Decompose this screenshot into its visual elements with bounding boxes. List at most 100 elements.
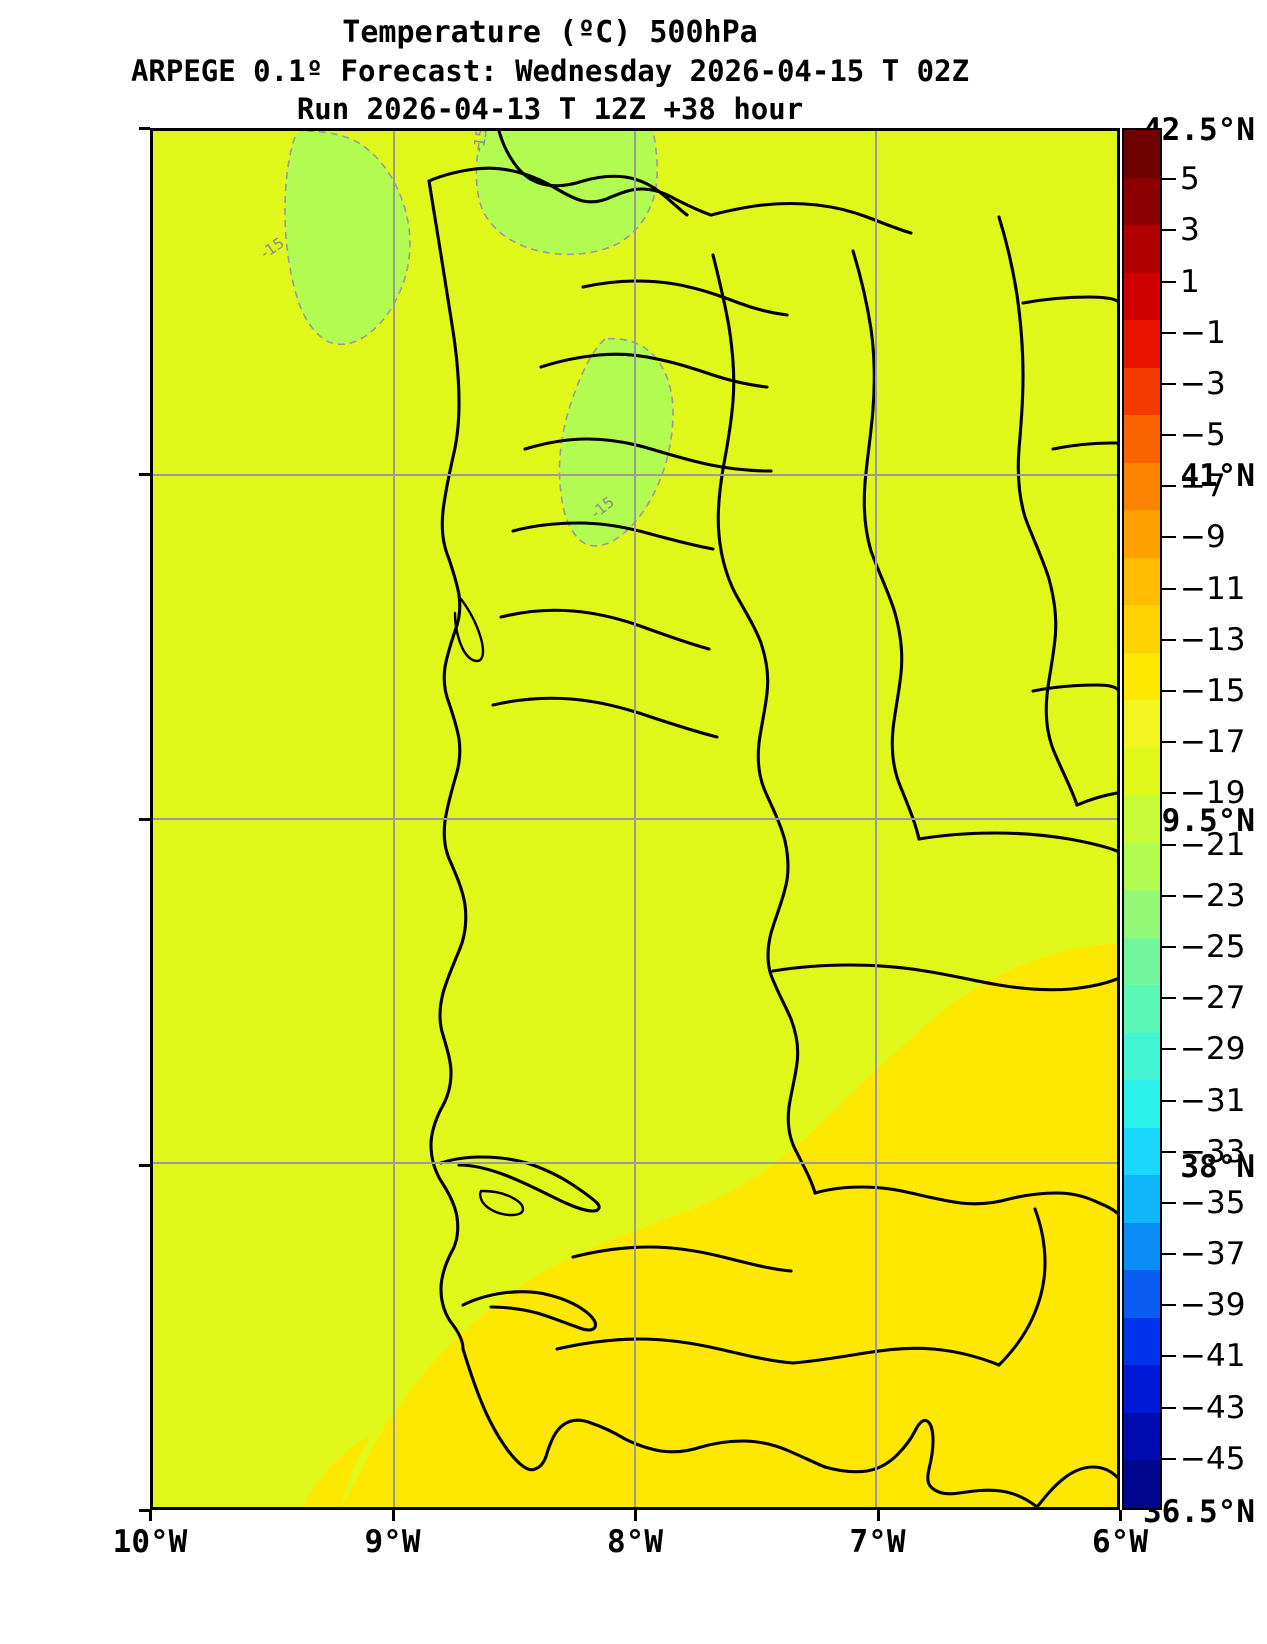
colorbar-tick-mark-22	[1162, 1304, 1176, 1307]
colorbar-band-0	[1124, 130, 1160, 178]
estuary-sado	[461, 1290, 598, 1332]
colorbar-band-13	[1124, 747, 1160, 796]
colorbar-tick-label-9: −13	[1180, 621, 1246, 658]
colorbar-band-11	[1124, 652, 1160, 701]
border-east-1	[1075, 791, 1117, 807]
colorbar-tick-label-2: 1	[1180, 263, 1200, 300]
colorbar-band-18	[1124, 985, 1160, 1033]
colorbar-tick-label-25: −45	[1180, 1440, 1246, 1477]
colorbar-band-23	[1124, 1222, 1160, 1271]
page-title: Temperature (ºC) 500hPa	[342, 15, 758, 50]
forecast-subtitle: ARPEGE 0.1º Forecast: Wednesday 2026-04-…	[130, 54, 970, 88]
colorbar-tick-mark-13	[1162, 843, 1176, 846]
colorbar-tick-label-4: −3	[1180, 365, 1226, 402]
latitude-tick-mark-1	[139, 472, 150, 476]
map-canvas: -15 -15 -15	[153, 131, 1117, 1507]
run-subtitle: Run 2026-04-13 T 12Z +38 hour	[296, 92, 804, 126]
colorbar-band-5	[1124, 367, 1160, 416]
border-province-5	[511, 521, 715, 551]
longitude-tick-label-0: 10°W	[112, 1524, 188, 1560]
colorbar-tick-mark-5	[1162, 434, 1176, 437]
colorbar-tick-mark-25	[1162, 1457, 1176, 1460]
colorbar-tick-mark-15	[1162, 945, 1176, 948]
colorbar-band-21	[1124, 1127, 1160, 1176]
colorbar-tick-label-21: −37	[1180, 1236, 1246, 1273]
map-plot-area: -15 -15 -15	[150, 128, 1120, 1510]
colorbar-band-9	[1124, 557, 1160, 606]
colorbar-tick-mark-2	[1162, 280, 1176, 283]
border-province-2	[581, 279, 789, 317]
estuary-ria-de-aveiro	[453, 597, 485, 663]
colorbar-tick-label-18: −31	[1180, 1082, 1246, 1119]
colorbar[interactable]	[1122, 128, 1162, 1510]
colorbar-tick-mark-19	[1162, 1150, 1176, 1153]
colorbar-band-12	[1124, 700, 1160, 748]
border-andalucia-interior-2	[555, 1337, 795, 1365]
longitude-tick-mark-0	[149, 1510, 152, 1521]
longitude-tick-mark-3	[876, 1510, 880, 1521]
colorbar-tick-label-24: −43	[1180, 1389, 1246, 1426]
colorbar-tick-mark-23	[1162, 1355, 1176, 1358]
band-minus13-minus11-west-lobe	[303, 1435, 371, 1507]
colorbar-band-24	[1124, 1270, 1160, 1318]
border-castile-east	[997, 215, 1079, 807]
colorbar-band-25	[1124, 1317, 1160, 1366]
colorbar-tick-label-10: −15	[1180, 673, 1246, 710]
colorbar-tick-mark-20	[1162, 1201, 1176, 1204]
colorbar-tick-label-3: −1	[1180, 314, 1226, 351]
border-portugal-spain-central	[711, 253, 817, 1195]
colorbar-tick-mark-8	[1162, 587, 1176, 590]
map-gridlines	[153, 131, 1117, 1507]
colorbar-tick-label-12: −19	[1180, 775, 1246, 812]
colorbar-band-6	[1124, 415, 1160, 463]
colorbar-tick-label-19: −33	[1180, 1133, 1246, 1170]
colorbar-tick-mark-18	[1162, 1099, 1176, 1102]
latitude-tick-label-3: 38°N	[1180, 1148, 1255, 1185]
colorbar-band-26	[1124, 1365, 1160, 1413]
border-province-3	[539, 352, 769, 389]
colorbar-band-8	[1124, 510, 1160, 558]
contour-minus15-nw	[284, 131, 411, 346]
colorbar-tick-label-7: −9	[1180, 519, 1226, 556]
coastline-portugal-west	[427, 179, 468, 1351]
colorbar-band-10	[1124, 605, 1160, 653]
latitude-tick-mark-2	[139, 818, 150, 821]
border-galicia	[497, 131, 689, 217]
colorbar-tick-mark-3	[1162, 331, 1176, 334]
border-extremadura-andalucia	[813, 1185, 1117, 1215]
colorbar-band-17	[1124, 937, 1160, 986]
coastline-southeast-detail	[1035, 1465, 1117, 1507]
colorbar-tick-mark-16	[1162, 997, 1176, 1000]
colorbar-tick-label-0: 5	[1180, 161, 1200, 198]
colorbar-band-20	[1124, 1080, 1160, 1128]
border-province-4	[523, 437, 773, 473]
colorbar-tick-mark-11	[1162, 741, 1176, 744]
colorbar-tick-mark-6	[1162, 485, 1176, 488]
colorbar-band-16	[1124, 890, 1160, 938]
colorbar-band-2	[1124, 225, 1160, 273]
contour-minus15-n-central	[475, 131, 658, 256]
contour-label-minus15-n: -15	[469, 131, 491, 154]
border-east-3	[1051, 441, 1117, 451]
border-andalucia-interior-4	[997, 1207, 1047, 1367]
latitude-tick-mark-4	[139, 1509, 150, 1512]
band-minus17-minus15-patch-nw	[285, 131, 410, 345]
colorbar-tick-label-15: −25	[1180, 928, 1246, 965]
border-east-4	[1021, 295, 1117, 305]
border-andalucia-interior-1	[571, 1245, 793, 1273]
band-minus13-minus11	[341, 943, 1117, 1507]
border-andalucia-interior-3	[791, 1346, 1001, 1367]
longitude-tick-label-1: 9°W	[364, 1524, 421, 1560]
border-portugal-spain-north	[427, 166, 713, 217]
longitude-tick-mark-4	[1119, 1510, 1122, 1521]
colorbar-tick-mark-10	[1162, 690, 1176, 693]
longitude-tick-label-2: 8°W	[607, 1524, 663, 1560]
colorbar-tick-label-6: −7	[1180, 468, 1226, 505]
colorbar-tick-label-20: −35	[1180, 1184, 1246, 1221]
border-province-6	[499, 608, 711, 651]
colorbar-tick-label-17: −29	[1180, 1031, 1246, 1068]
colorbar-tick-mark-24	[1162, 1406, 1176, 1409]
colorbar-tick-label-14: −23	[1180, 877, 1246, 914]
longitude-tick-label-4: 6°W	[1092, 1524, 1148, 1560]
